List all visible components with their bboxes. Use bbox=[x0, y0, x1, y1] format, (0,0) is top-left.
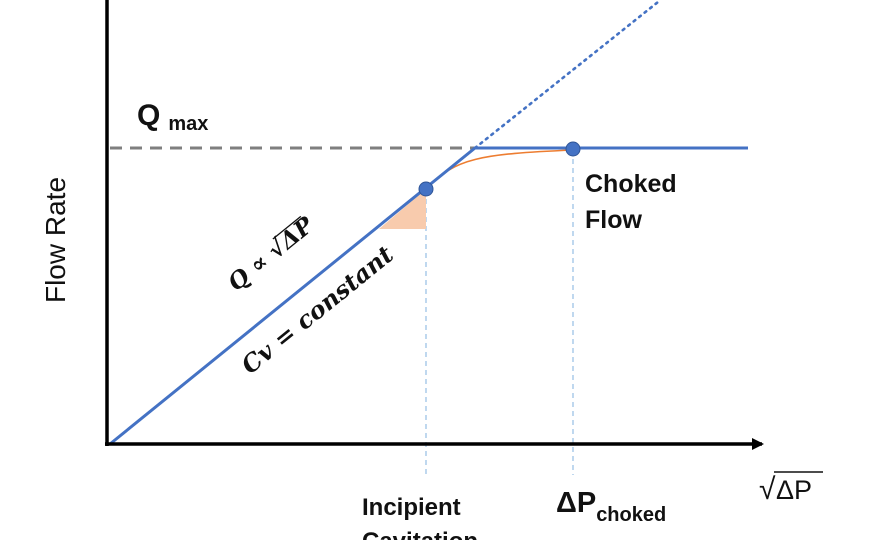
choked-flow-label-line2: Flow bbox=[585, 206, 642, 234]
incipient-point bbox=[418, 181, 434, 197]
flow-line bbox=[109, 146, 748, 446]
q-max-sub: max bbox=[168, 113, 208, 135]
dotted-extension-line bbox=[473, 0, 660, 150]
q-max-main: Q bbox=[137, 99, 160, 132]
incipient-label-line2: Cavitation bbox=[362, 528, 478, 540]
eq-q-text: Q ∝ √ΔP bbox=[223, 211, 320, 296]
eq-q-radical-bar bbox=[272, 215, 302, 240]
x-axis-radical: √ bbox=[759, 473, 776, 506]
y-axis-label: Flow Rate bbox=[40, 177, 71, 303]
dp-choked-sub: choked bbox=[596, 504, 666, 526]
q-proportional-equation: Q ∝ √ΔP bbox=[223, 211, 320, 296]
choked-flow-label-line1: Choked bbox=[585, 170, 677, 198]
choked-point bbox=[565, 141, 581, 157]
dp-choked-label: ΔPchoked bbox=[556, 487, 666, 526]
incipient-label-line1: Incipient bbox=[362, 494, 461, 521]
dp-choked-main: ΔP bbox=[556, 487, 596, 519]
x-axis-label: ΔP bbox=[776, 475, 812, 505]
